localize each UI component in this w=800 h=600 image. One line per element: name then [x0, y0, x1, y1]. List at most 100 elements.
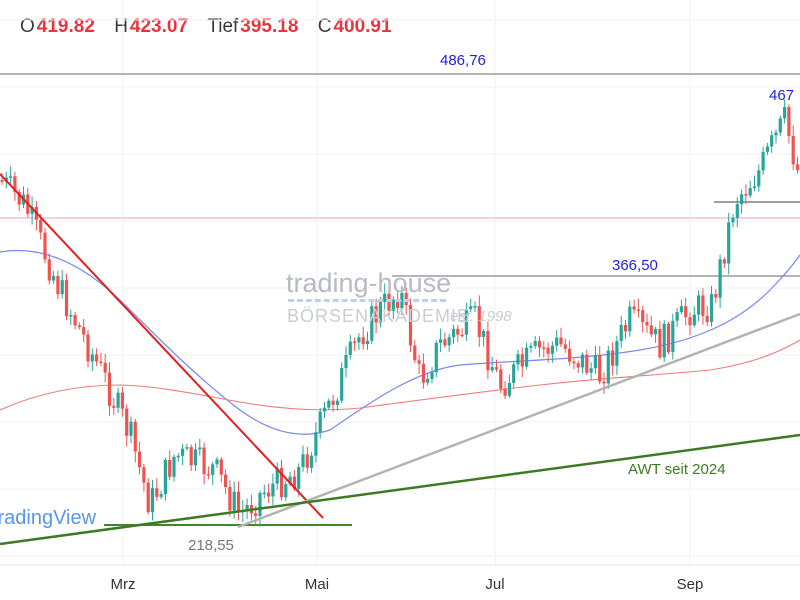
candle-body — [791, 135, 795, 165]
candle-body — [671, 320, 675, 353]
candle-body — [77, 325, 81, 328]
candle-body — [464, 309, 468, 335]
high-value: 423.07 — [129, 16, 189, 37]
candle-body — [219, 459, 223, 475]
candle-body — [645, 322, 649, 326]
candle-body — [795, 164, 800, 171]
candle-body — [469, 306, 473, 310]
open-key: O — [20, 16, 35, 37]
candle-body — [748, 188, 752, 196]
candle-body — [744, 194, 748, 196]
candle-body — [129, 421, 133, 436]
candle-body — [95, 354, 99, 362]
close-key: C — [317, 16, 332, 37]
candle-body — [73, 315, 77, 326]
candle-body — [365, 340, 370, 345]
candle-body — [701, 295, 705, 316]
moving-averages — [0, 249, 800, 435]
candle-body — [99, 361, 103, 364]
level-label-36650: 366,50 — [612, 257, 658, 274]
candle-body — [150, 488, 155, 513]
awt-trendline — [0, 433, 800, 546]
candle-body — [494, 367, 499, 370]
candle-body — [370, 306, 374, 341]
candle-body — [537, 341, 542, 348]
level-labels: 486,76 366,50 467 218,55 AWT seit 2024 — [188, 52, 794, 554]
candle-body — [297, 466, 301, 489]
candle-body — [658, 328, 662, 358]
candle-body — [344, 354, 348, 369]
candle-body — [443, 339, 447, 346]
candle-body — [507, 382, 511, 396]
high-key: H — [114, 16, 128, 37]
candle-body — [421, 363, 425, 383]
level-label-467: 467 — [769, 87, 794, 104]
candle-body — [675, 312, 679, 321]
candle-body — [641, 310, 645, 323]
grid — [0, 0, 800, 565]
candle-body — [163, 459, 167, 495]
candle-body — [353, 341, 357, 344]
candle-body — [714, 294, 718, 298]
open-value: 419.82 — [36, 16, 95, 37]
candle-body — [103, 362, 107, 373]
candle-body — [288, 476, 292, 485]
candle-body — [408, 305, 413, 346]
candle-body — [740, 194, 744, 205]
x-tick-label: Mai — [305, 576, 329, 593]
candle-body — [64, 280, 69, 317]
candle-body — [546, 347, 550, 354]
candle-body — [709, 294, 714, 323]
candle-body — [206, 474, 210, 476]
candle-body — [757, 170, 761, 187]
candle-body — [82, 327, 86, 335]
candle-body — [417, 360, 421, 364]
candle-body — [138, 451, 142, 468]
x-tick-label: Jul — [485, 576, 504, 593]
candle-body — [503, 388, 507, 396]
candle-body — [292, 476, 296, 489]
candle-body — [374, 306, 378, 323]
candle-body — [778, 118, 782, 133]
candle-body — [86, 334, 90, 362]
candle-body — [215, 459, 219, 465]
candle-body — [580, 354, 585, 368]
candle-body — [275, 467, 279, 484]
candle-body — [636, 309, 640, 311]
candle-body — [56, 276, 60, 295]
candle-body — [335, 400, 339, 405]
candle-body — [598, 355, 602, 382]
candle-body — [133, 421, 137, 452]
candle-body — [318, 411, 322, 433]
candle-body — [331, 400, 335, 405]
candle-body — [568, 348, 572, 362]
candle-body — [430, 372, 434, 379]
candle-body — [593, 355, 597, 369]
candle-body — [142, 467, 146, 483]
candle-body — [9, 176, 13, 178]
candle-body — [60, 280, 64, 295]
candle-body — [529, 345, 533, 348]
candle-body — [17, 191, 21, 205]
candle-body — [69, 315, 73, 317]
candle-body — [391, 299, 395, 311]
low-value: 395.18 — [240, 16, 299, 37]
candle-body — [572, 361, 576, 364]
candle-body — [662, 323, 666, 358]
candle-body — [516, 354, 520, 365]
ma-long-line — [0, 339, 800, 411]
candle-body — [774, 132, 778, 136]
candle-body — [525, 347, 529, 367]
candle-body — [0, 180, 4, 182]
candle-body — [279, 467, 284, 498]
candle-body — [499, 369, 503, 389]
candle-body — [765, 146, 769, 152]
candle-body — [189, 447, 193, 466]
candle-body — [52, 276, 56, 281]
candle-body — [473, 306, 477, 308]
candle-body — [555, 337, 559, 346]
candle-body — [727, 222, 731, 264]
candle-body — [718, 259, 722, 298]
candle-body — [460, 334, 464, 337]
